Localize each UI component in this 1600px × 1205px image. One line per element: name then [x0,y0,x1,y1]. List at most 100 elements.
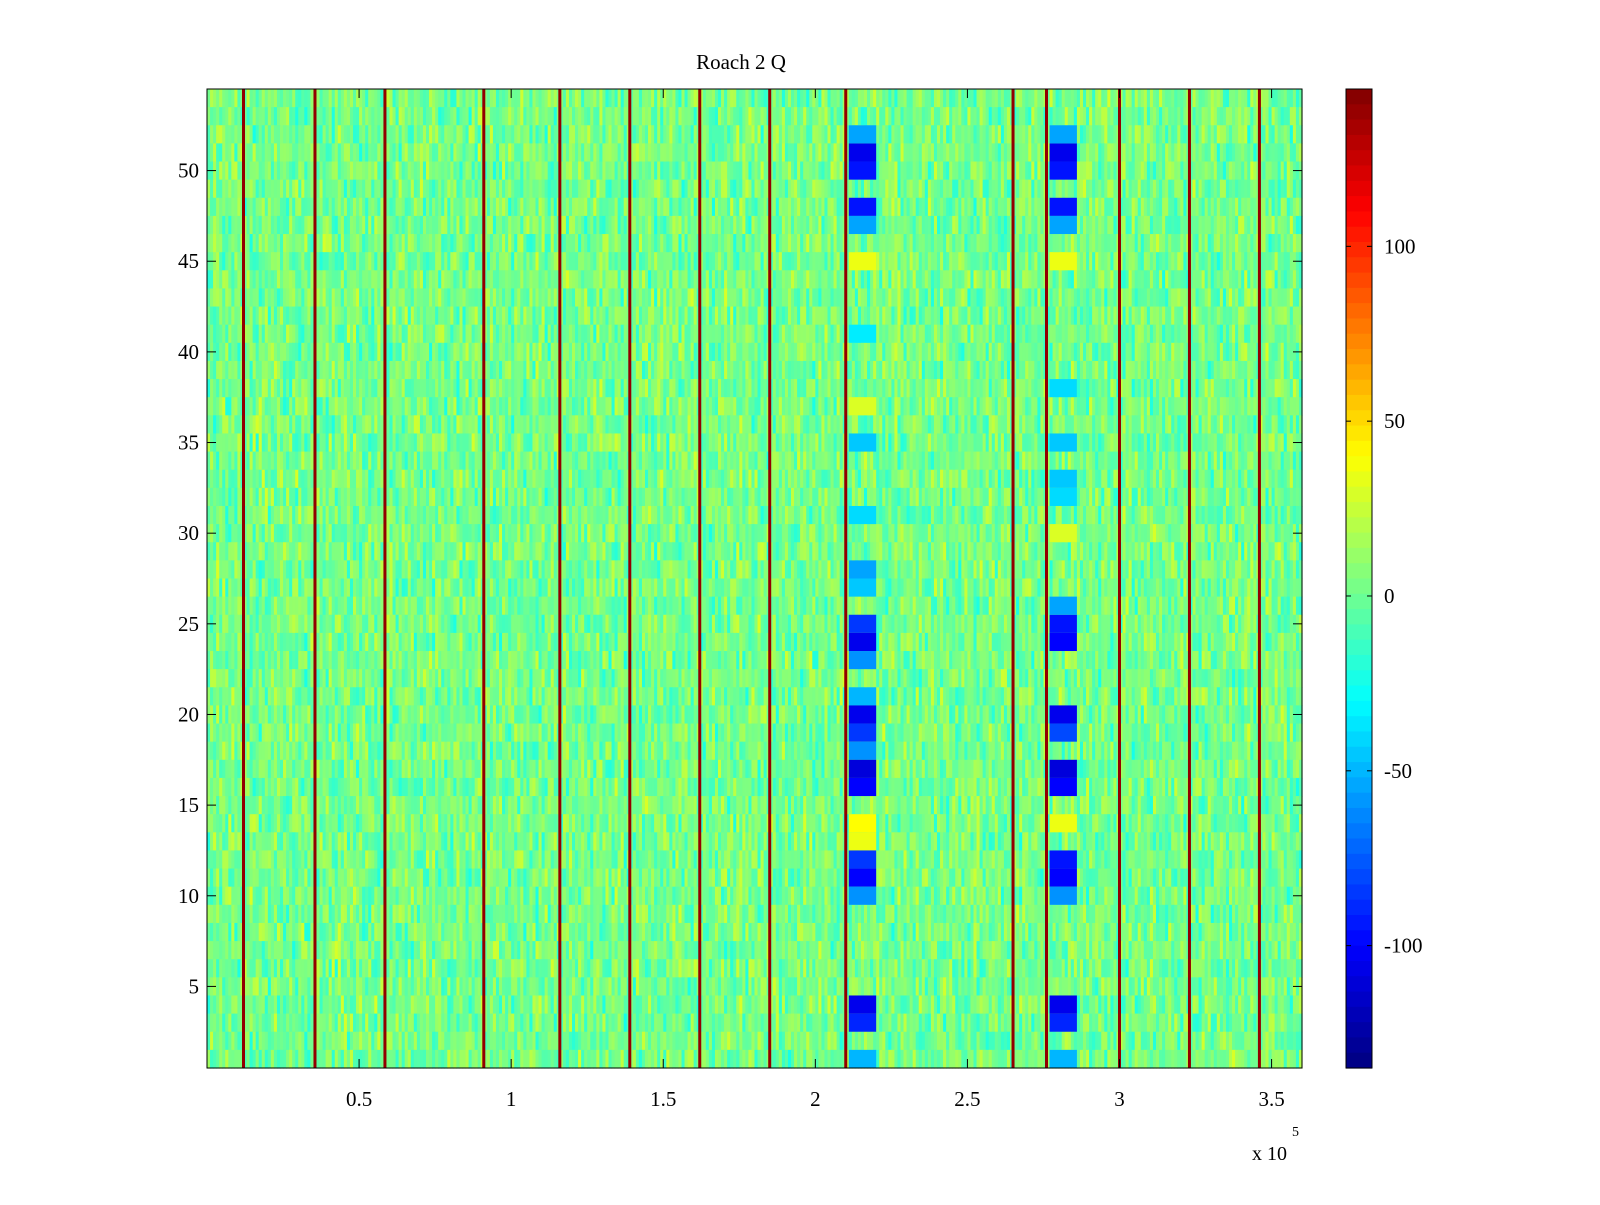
heatmap-cell [1092,197,1096,217]
heatmap-cell [648,270,652,290]
heatmap-cell [325,197,330,217]
heatmap-cell [514,270,518,290]
heatmap-cell [225,179,229,199]
heatmap-cell [800,234,804,253]
heatmap-cell [924,252,929,271]
heatmap-cell [891,234,896,253]
heatmap-cell [593,215,597,235]
heatmap-cell [1253,234,1257,253]
heatmap-cell [982,197,987,217]
heatmap-cell [833,125,838,144]
heatmap-cell [827,125,832,144]
heatmap-cell [234,179,239,199]
heatmap-cell [477,234,482,253]
heatmap-cell [447,89,451,108]
heatmap-cell [742,89,746,108]
heatmap-cell [1298,197,1303,217]
heatmap-cell [1003,143,1008,163]
heatmap-cell [1143,143,1148,163]
heatmap-cell [620,89,625,108]
heatmap-cell [1016,324,1020,344]
heatmap-cell [590,324,594,344]
heatmap-cell [486,179,491,199]
heatmap-cell [909,143,914,163]
heatmap-cell [1219,197,1224,217]
heatmap-cell [778,215,783,235]
heatmap-cell [234,143,239,163]
heatmap-cell [900,125,905,144]
heatmap-cell [1000,143,1005,163]
heatmap-cell [398,125,403,144]
heatmap-cell [419,306,424,326]
heatmap-cell [699,288,704,308]
heatmap-cell [216,306,220,326]
heatmap-cell [952,107,956,126]
heatmap-cell [581,125,585,144]
heatmap-cell [955,270,959,290]
heatmap-cell [459,215,464,235]
heatmap-cell [553,143,558,163]
heatmap-cell [295,197,299,217]
heatmap-cell [264,324,269,344]
heatmap-cell [222,197,226,217]
heatmap-cell [343,89,348,108]
heatmap-cell [894,270,899,290]
heatmap-cell [243,270,248,290]
heatmap-cell [468,161,473,181]
heatmap-cell [967,107,972,126]
heatmap-cell [1022,234,1026,253]
heatmap-cell [1247,107,1251,126]
heatmap-cell [885,288,889,308]
heatmap-cell [836,288,841,308]
heatmap-cell [1070,89,1075,108]
heatmap-cell [745,143,750,163]
heatmap-cell [781,179,786,199]
heatmap-cell [468,215,473,235]
heatmap-cell [857,179,862,199]
heatmap-cell [392,161,397,181]
heatmap-cell [438,143,442,163]
heatmap-cell [280,161,284,181]
heatmap-cell [353,89,357,108]
heatmap-cell [997,143,1002,163]
heatmap-cell [900,161,905,181]
heatmap-cell [982,179,987,199]
heatmap-cell [276,89,281,108]
heatmap-cell [483,234,488,253]
heatmap-cell [231,215,235,235]
heatmap-cell [307,270,312,290]
heatmap-cell [1195,161,1200,181]
heatmap-cell [739,324,743,344]
heatmap-cell [316,252,321,271]
heatmap-cell [1250,125,1254,144]
heatmap-cell [1165,143,1169,163]
heatmap-cell [258,234,263,253]
heatmap-cell [693,234,698,253]
heatmap-cell [1247,179,1251,199]
heatmap-cell [1168,288,1172,308]
heatmap-cell [1137,107,1142,126]
heatmap-cell [821,125,826,144]
heatmap-cell [249,324,254,344]
heatmap-cell [1028,270,1032,290]
heatmap-cell [1131,125,1136,144]
heatmap-cell [675,89,680,108]
heatmap-cell [787,89,792,108]
heatmap-cell [295,107,299,126]
heatmap-cell [334,179,339,199]
heatmap-cell [207,107,211,126]
heatmap-cell [791,234,795,253]
heatmap-cell [1095,143,1099,163]
heatmap-cell [337,107,342,126]
heatmap-cell [392,324,397,344]
heatmap-cell [1003,89,1008,108]
heatmap-cell [693,89,698,108]
heatmap-cell [830,197,835,217]
heatmap-cell [310,179,315,199]
heatmap-cell [495,89,500,108]
heatmap-cell [973,125,978,144]
heatmap-cell [541,324,546,344]
heatmap-cell [1298,306,1303,326]
heatmap-cell [1222,143,1227,163]
heatmap-cell [1122,215,1127,235]
